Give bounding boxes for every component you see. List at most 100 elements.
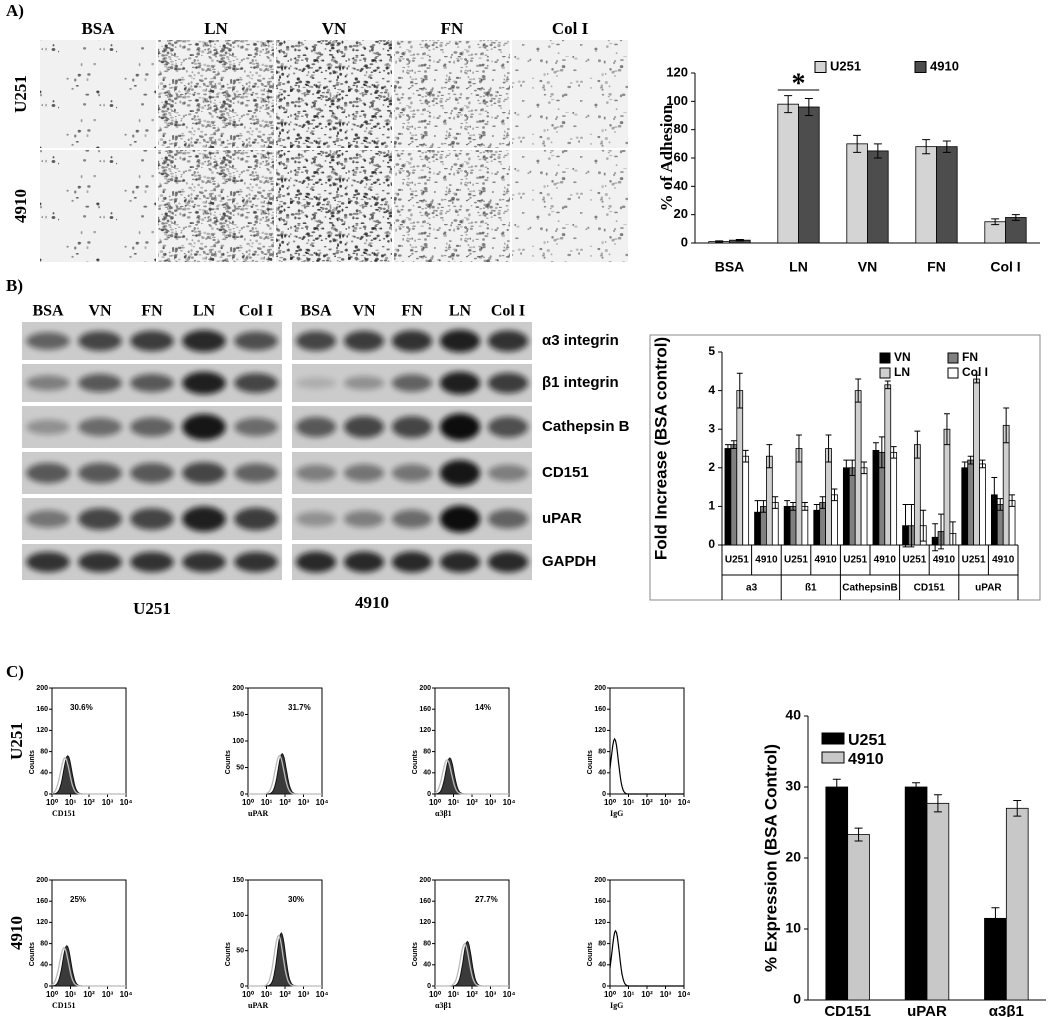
histogram-control [435, 942, 509, 987]
y-tick-label: 40 [423, 962, 431, 969]
error-bar [902, 503, 909, 548]
row-label: 4910 [7, 916, 26, 950]
x-tick-label: 4910 [814, 555, 837, 566]
y-tick-label: 0 [708, 537, 715, 551]
y-tick-label: 3 [708, 421, 715, 435]
bar [984, 917, 1007, 1001]
y-tick-label: 0 [44, 983, 48, 990]
y-tick-label: 40 [40, 962, 48, 969]
error-bar [715, 240, 724, 243]
x-tick-label: Col I [990, 259, 1020, 275]
protein-label: CD151 [542, 464, 589, 481]
y-axis-label: Counts [412, 942, 419, 966]
legend-label: LN [894, 365, 910, 379]
percent-label: 30% [288, 895, 304, 904]
error-bar [1003, 407, 1010, 444]
error-bar [1009, 494, 1016, 507]
y-tick-label: 150 [232, 711, 244, 718]
bar [1002, 424, 1010, 546]
error-bar [819, 496, 826, 509]
error-bar [766, 444, 773, 469]
y-tick-label: 120 [594, 919, 606, 926]
x-tick-label: U251 [902, 555, 926, 566]
error-bar [784, 95, 793, 114]
bar [842, 467, 850, 546]
row-label: U251 [7, 722, 26, 760]
error-bar [908, 503, 915, 548]
column-label: BSA [81, 19, 115, 38]
blot-band [78, 373, 122, 393]
legend-swatch [879, 352, 891, 364]
x-tick-label: 10⁴ [678, 990, 691, 999]
histogram-control [248, 934, 322, 987]
x-tick-label: 10³ [660, 990, 672, 999]
x-tick-label: 10⁰ [429, 990, 442, 999]
error-bar [967, 455, 974, 465]
blot-band [26, 332, 70, 350]
y-axis-label: Counts [225, 750, 232, 774]
x-tick-label: U251 [725, 555, 749, 566]
x-tick-label: U251 [962, 555, 986, 566]
bar [973, 378, 980, 546]
bar [867, 150, 889, 244]
legend-swatch [879, 367, 891, 379]
y-tick-label: 120 [419, 727, 431, 734]
y-tick-label: 30 [785, 778, 801, 794]
blot-band [78, 462, 122, 484]
error-bar [742, 449, 749, 463]
y-tick-label: 0 [602, 983, 606, 990]
blot-band [391, 330, 433, 352]
x-axis-label: α3β1 [435, 1001, 452, 1010]
bar [736, 390, 744, 546]
blot-band [26, 462, 70, 484]
x-tick-label: 4910 [933, 555, 956, 566]
x-tick-label: 10⁰ [46, 990, 59, 999]
y-tick-label: 0 [44, 791, 48, 798]
micrograph [512, 150, 628, 262]
x-axis-label: IgG [610, 809, 623, 818]
micrograph [276, 150, 392, 262]
cell-line-label: 4910 [355, 593, 389, 612]
protein-label: α3 integrin [542, 332, 619, 349]
y-tick-label: 200 [419, 877, 431, 884]
x-tick-label: 10⁰ [242, 798, 255, 807]
y-axis-label: Counts [225, 942, 232, 966]
bar [1005, 217, 1027, 244]
blot-band [234, 373, 278, 393]
y-tick-label: 200 [36, 685, 48, 692]
percent-label: 31.7% [288, 703, 311, 712]
x-tick-label: 10⁰ [604, 798, 617, 807]
y-tick-label: 80 [423, 748, 431, 755]
y-tick-label: 120 [36, 727, 48, 734]
x-tick-label: 10² [83, 798, 95, 807]
blot-band [343, 330, 385, 352]
error-bar [933, 794, 942, 813]
blot-band [439, 413, 481, 441]
bar [801, 505, 809, 546]
error-bar [813, 503, 820, 517]
error-bar [801, 502, 808, 511]
y-axis-label: % of Adhesion [657, 104, 676, 211]
x-tick-label: 10⁴ [120, 798, 133, 807]
y-axis-label: Counts [412, 750, 419, 774]
bar [777, 103, 799, 244]
blot-band [130, 551, 174, 573]
y-tick-label: 160 [594, 706, 606, 713]
y-tick-label: 120 [666, 64, 688, 79]
error-bar [932, 523, 939, 552]
x-tick-label: 10¹ [261, 798, 273, 807]
blot-band [182, 551, 226, 573]
y-tick-label: 0 [427, 983, 431, 990]
column-label: LN [204, 19, 228, 38]
y-tick-label: 100 [232, 912, 244, 919]
x-tick-label: 10² [83, 990, 95, 999]
blot-band [439, 505, 481, 533]
lane-label: FN [141, 303, 163, 320]
error-bar [724, 444, 731, 453]
x-tick-label: uPAR [907, 1003, 947, 1017]
blot-band [487, 416, 529, 438]
blot-band [182, 506, 226, 532]
error-bar [784, 500, 791, 513]
blot-band [234, 551, 278, 573]
